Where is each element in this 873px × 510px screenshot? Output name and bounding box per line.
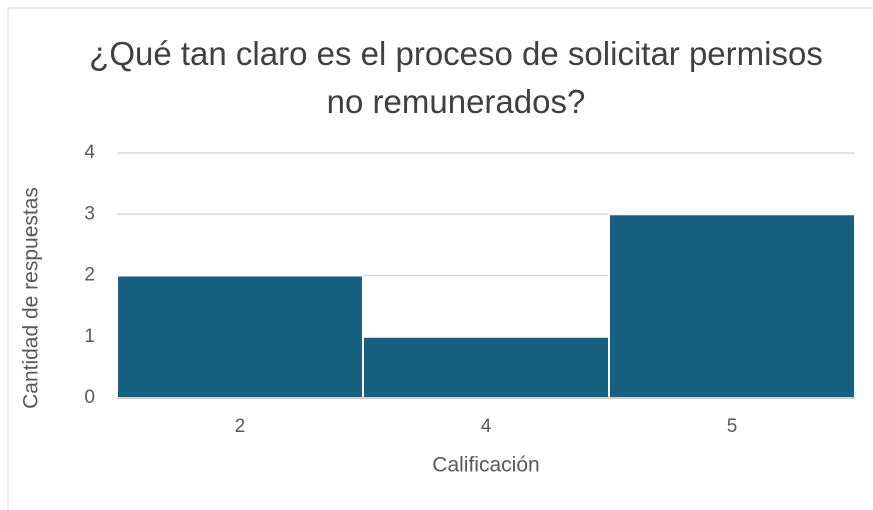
x-axis-title: Calificación — [432, 454, 539, 477]
bar — [608, 213, 856, 399]
y-axis-title: Cantidad de respuestas — [20, 187, 43, 409]
y-tick-label: 4 — [84, 142, 95, 163]
y-tick-label: 2 — [84, 265, 95, 286]
chart-border — [7, 7, 873, 510]
y-tick-label: 3 — [84, 203, 95, 224]
x-tick-label: 2 — [235, 416, 246, 437]
bar — [362, 335, 610, 399]
bar — [116, 274, 364, 399]
chart-title: ¿Qué tan claro es el proceso de solicita… — [89, 35, 823, 120]
x-tick-label: 4 — [481, 416, 492, 437]
x-tick-label: 5 — [727, 416, 738, 437]
y-tick-label: 1 — [84, 326, 95, 347]
y-tick-label: 0 — [84, 387, 95, 408]
